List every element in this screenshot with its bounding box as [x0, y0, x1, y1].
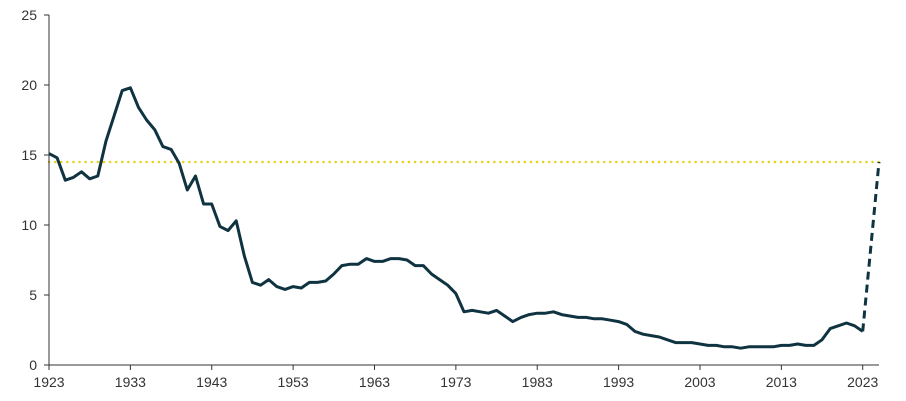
x-tick-label: 2003	[684, 374, 715, 390]
x-tick-label: 2023	[847, 374, 878, 390]
x-axis-ticks: 1923 1933 1943 1953 1963 1973 1983 1993 2003 2013…	[33, 365, 879, 390]
x-tick-label: 1973	[440, 374, 471, 390]
y-axis-ticks: 0 5 10 15 20 25	[21, 7, 49, 373]
y-tick-label: 5	[29, 287, 37, 303]
y-tick-label: 25	[21, 7, 37, 23]
y-tick-label: 0	[29, 357, 37, 373]
x-tick-label: 1933	[115, 374, 146, 390]
x-tick-label: 1953	[278, 374, 309, 390]
y-tick-label: 20	[21, 77, 37, 93]
y-tick-label: 10	[21, 217, 37, 233]
y-tick-label: 15	[21, 147, 37, 163]
x-tick-label: 1923	[33, 374, 64, 390]
projection-dashed-line	[861, 161, 881, 332]
historical-series-line	[48, 86, 864, 350]
x-tick-label: 2013	[766, 374, 797, 390]
x-tick-label: 1983	[522, 374, 553, 390]
x-tick-label: 1993	[603, 374, 634, 390]
x-tick-label: 1943	[196, 374, 227, 390]
plot-area	[47, 86, 881, 350]
x-tick-label: 1963	[359, 374, 390, 390]
